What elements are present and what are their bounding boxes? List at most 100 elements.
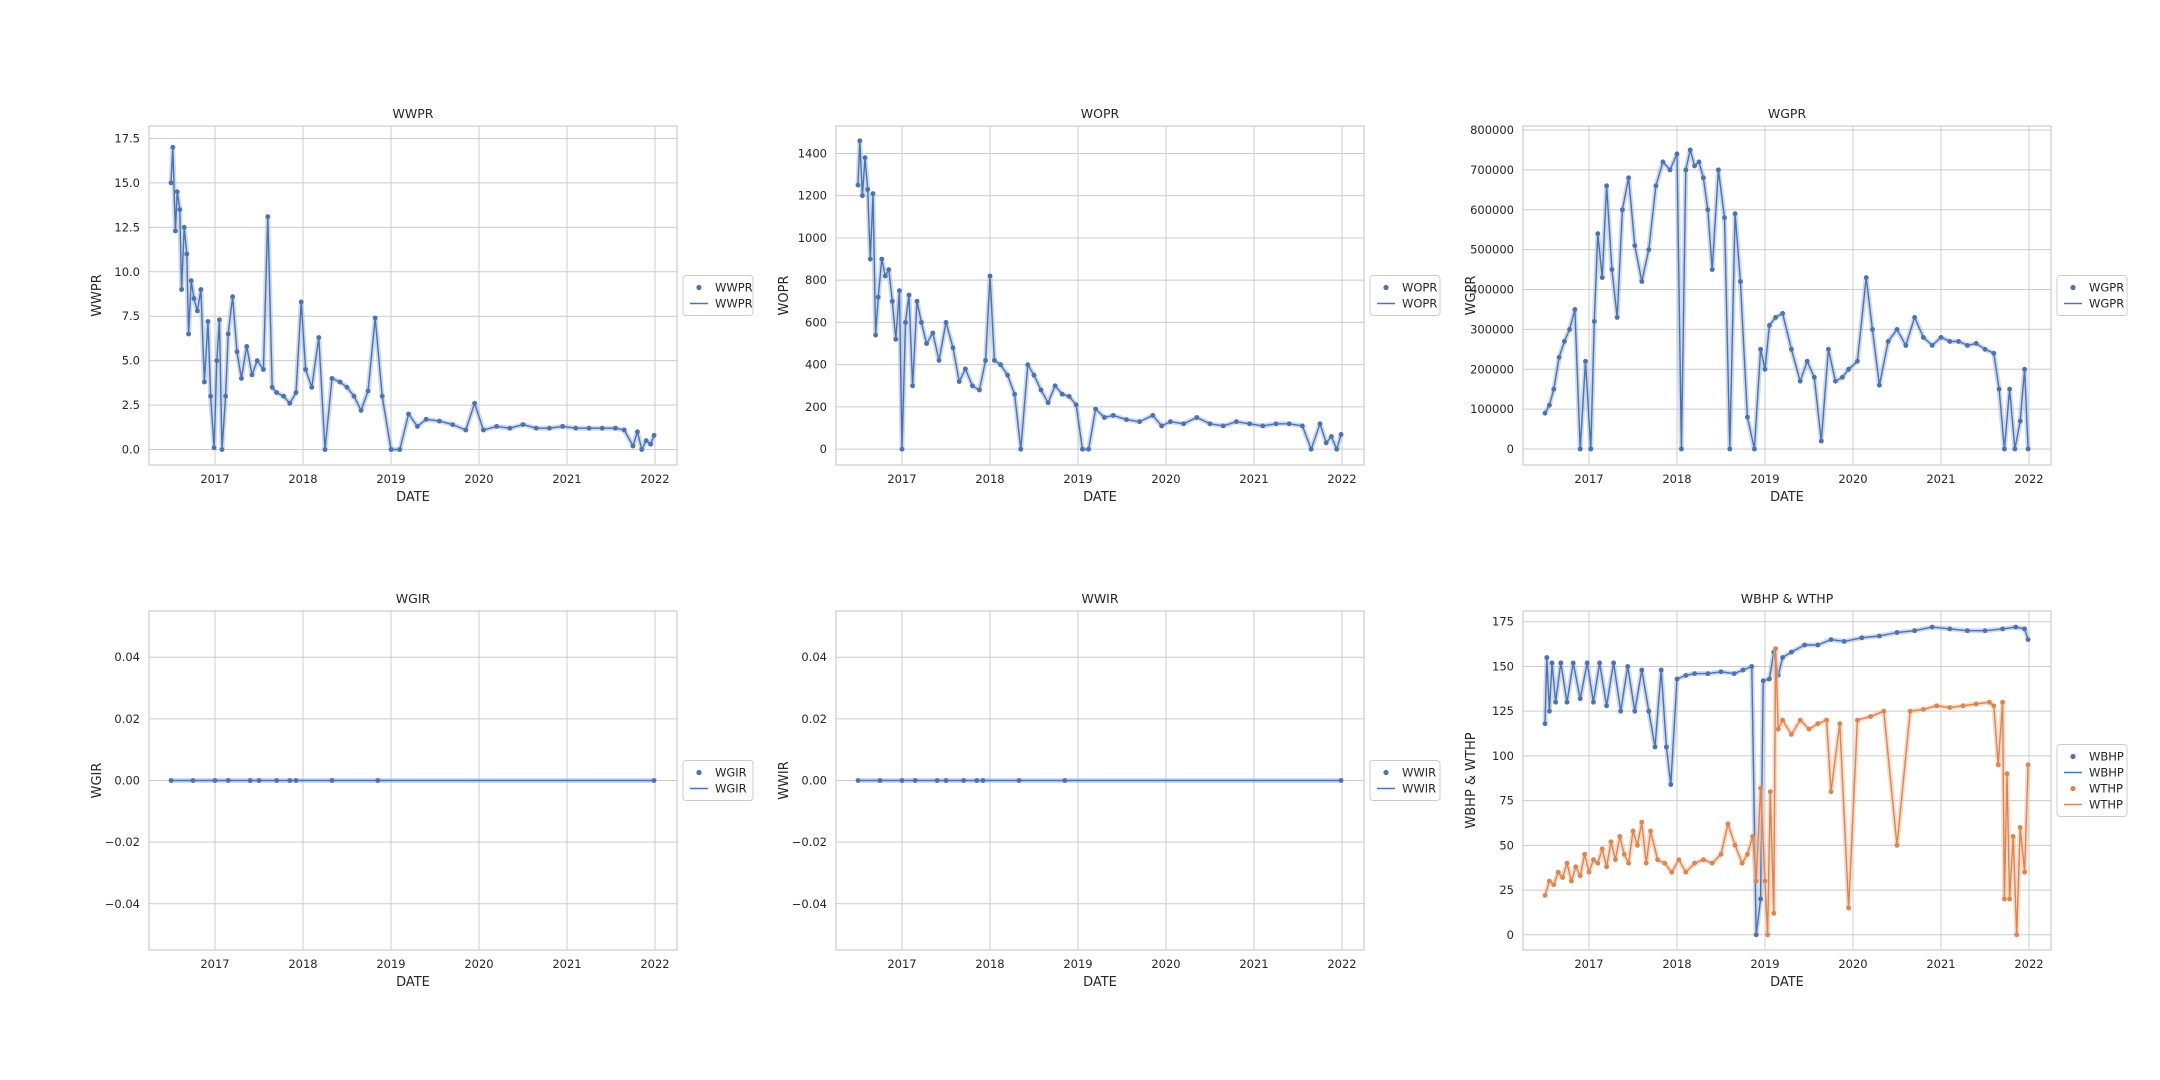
data-point-wopr: [1012, 391, 1017, 397]
legend-label: WOPR: [1402, 297, 1437, 311]
data-point-wbhp: [1625, 664, 1631, 669]
y-axis-label: WBHP & WTHP: [1464, 732, 1479, 828]
data-point-wgpr: [1956, 339, 1961, 344]
data-point-wthp: [1626, 860, 1631, 866]
data-point-wthp: [1868, 714, 1873, 719]
legend-marker-wthp: [2070, 785, 2076, 792]
x-tick-label: 2018: [1662, 472, 1691, 486]
y-tick-label: 100000: [1470, 402, 1514, 416]
data-point-wthp: [1762, 878, 1768, 884]
data-point-wthp: [1947, 705, 1953, 710]
data-point-wthp: [1573, 864, 1579, 870]
data-point-wgpr: [1542, 410, 1548, 416]
x-tick-label: 2019: [1063, 472, 1092, 486]
data-point-wthp: [1604, 864, 1609, 870]
data-point-wgpr: [1863, 275, 1869, 280]
data-point-wgpr: [1683, 167, 1689, 173]
data-point-wwpr: [303, 367, 308, 372]
data-point-wbhp: [2022, 626, 2027, 632]
y-tick-label: 700000: [1470, 163, 1514, 177]
data-point-wopr: [1059, 391, 1065, 397]
legend-label: WBHP: [2089, 766, 2124, 780]
data-point-wwpr: [298, 299, 304, 305]
data-point-wgir: [329, 778, 335, 783]
data-point-wgpr: [1722, 215, 1727, 221]
data-point-wbhp: [1802, 642, 1807, 648]
data-point-wwpr: [415, 424, 420, 429]
data-point-wgpr: [1583, 358, 1588, 364]
chart-title: WOPR: [1081, 106, 1120, 121]
data-point-wgpr: [1947, 339, 1953, 344]
data-point-wbhp: [1780, 655, 1785, 660]
x-tick-label: 2020: [1151, 472, 1180, 486]
legend-marker-wgpr: [2070, 284, 2076, 291]
y-tick-label: 7.5: [122, 309, 140, 323]
data-point-wwpr: [225, 331, 231, 337]
data-point-wwpr: [198, 287, 204, 292]
plot-frame: [148, 125, 678, 466]
data-point-wwpr: [208, 393, 214, 399]
y-tick-label: 0.02: [114, 712, 140, 726]
x-tick-label: 2022: [640, 472, 669, 486]
data-point-wbhp: [1549, 660, 1555, 666]
data-point-wwpr: [586, 425, 592, 431]
data-point-wopr: [886, 267, 892, 272]
data-point-wopr: [977, 387, 982, 393]
data-point-wopr: [1194, 415, 1200, 420]
data-point-wbhp: [1731, 671, 1737, 676]
data-point-wbhp: [1760, 678, 1766, 684]
data-point-wbhp: [1912, 628, 1917, 634]
data-point-wwpr: [397, 447, 403, 452]
data-point-wwir: [980, 778, 986, 783]
data-point-wopr: [855, 182, 861, 188]
data-point-wopr: [1052, 383, 1058, 389]
data-point-wgpr: [1614, 315, 1620, 320]
data-point-wgpr: [1547, 402, 1552, 408]
y-tick-label: 500000: [1470, 243, 1514, 257]
data-point-wgpr: [1973, 341, 1979, 346]
data-point-wgpr: [1653, 183, 1659, 189]
data-point-wwir: [1338, 778, 1344, 783]
data-point-wgpr: [1674, 151, 1680, 157]
data-point-wopr: [1334, 446, 1340, 452]
y-axis-label: WWPR: [90, 274, 105, 317]
data-point-wthp: [1569, 878, 1574, 884]
data-point-wgir: [274, 778, 279, 783]
data-point-wgpr: [1903, 343, 1909, 348]
data-point-wthp: [1815, 721, 1821, 727]
data-point-wgpr: [1996, 386, 2002, 392]
data-point-wbhp: [1547, 708, 1552, 714]
data-point-wbhp: [1789, 649, 1794, 655]
data-point-wwpr: [560, 424, 565, 429]
data-point-wopr: [1260, 423, 1266, 429]
data-point-wwpr: [309, 384, 315, 390]
data-point-wbhp: [1577, 696, 1583, 702]
data-point-wgpr: [1572, 307, 1578, 312]
data-point-wbhp: [1749, 664, 1755, 669]
data-point-wwpr: [406, 411, 411, 417]
data-point-wwpr: [344, 384, 350, 390]
data-point-wgir: [293, 778, 299, 783]
legend-label: WTHP: [2089, 798, 2123, 812]
data-point-wbhp: [1859, 635, 1865, 641]
data-point-wwpr: [191, 296, 197, 301]
data-point-wwir: [1016, 778, 1022, 783]
data-point-wopr: [930, 330, 936, 336]
data-point-wopr: [1338, 432, 1344, 437]
data-point-wbhp: [1705, 671, 1711, 676]
data-point-wwpr: [244, 344, 250, 349]
data-point-wwpr: [211, 445, 217, 451]
data-point-wwpr: [643, 438, 649, 443]
data-point-wwpr: [388, 447, 394, 452]
y-tick-label: 100: [1492, 749, 1514, 763]
data-point-wbhp: [2013, 624, 2019, 630]
legend-marker-wopr: [1383, 284, 1389, 291]
data-point-wgpr: [1696, 159, 1702, 165]
data-point-wwpr: [202, 379, 207, 385]
data-point-wthp: [1771, 910, 1777, 916]
x-tick-label: 2022: [2014, 957, 2043, 971]
data-point-wopr: [1168, 419, 1173, 425]
data-point-wgpr: [1773, 315, 1778, 320]
data-point-wopr: [1286, 421, 1292, 427]
data-point-wgir: [375, 778, 381, 783]
